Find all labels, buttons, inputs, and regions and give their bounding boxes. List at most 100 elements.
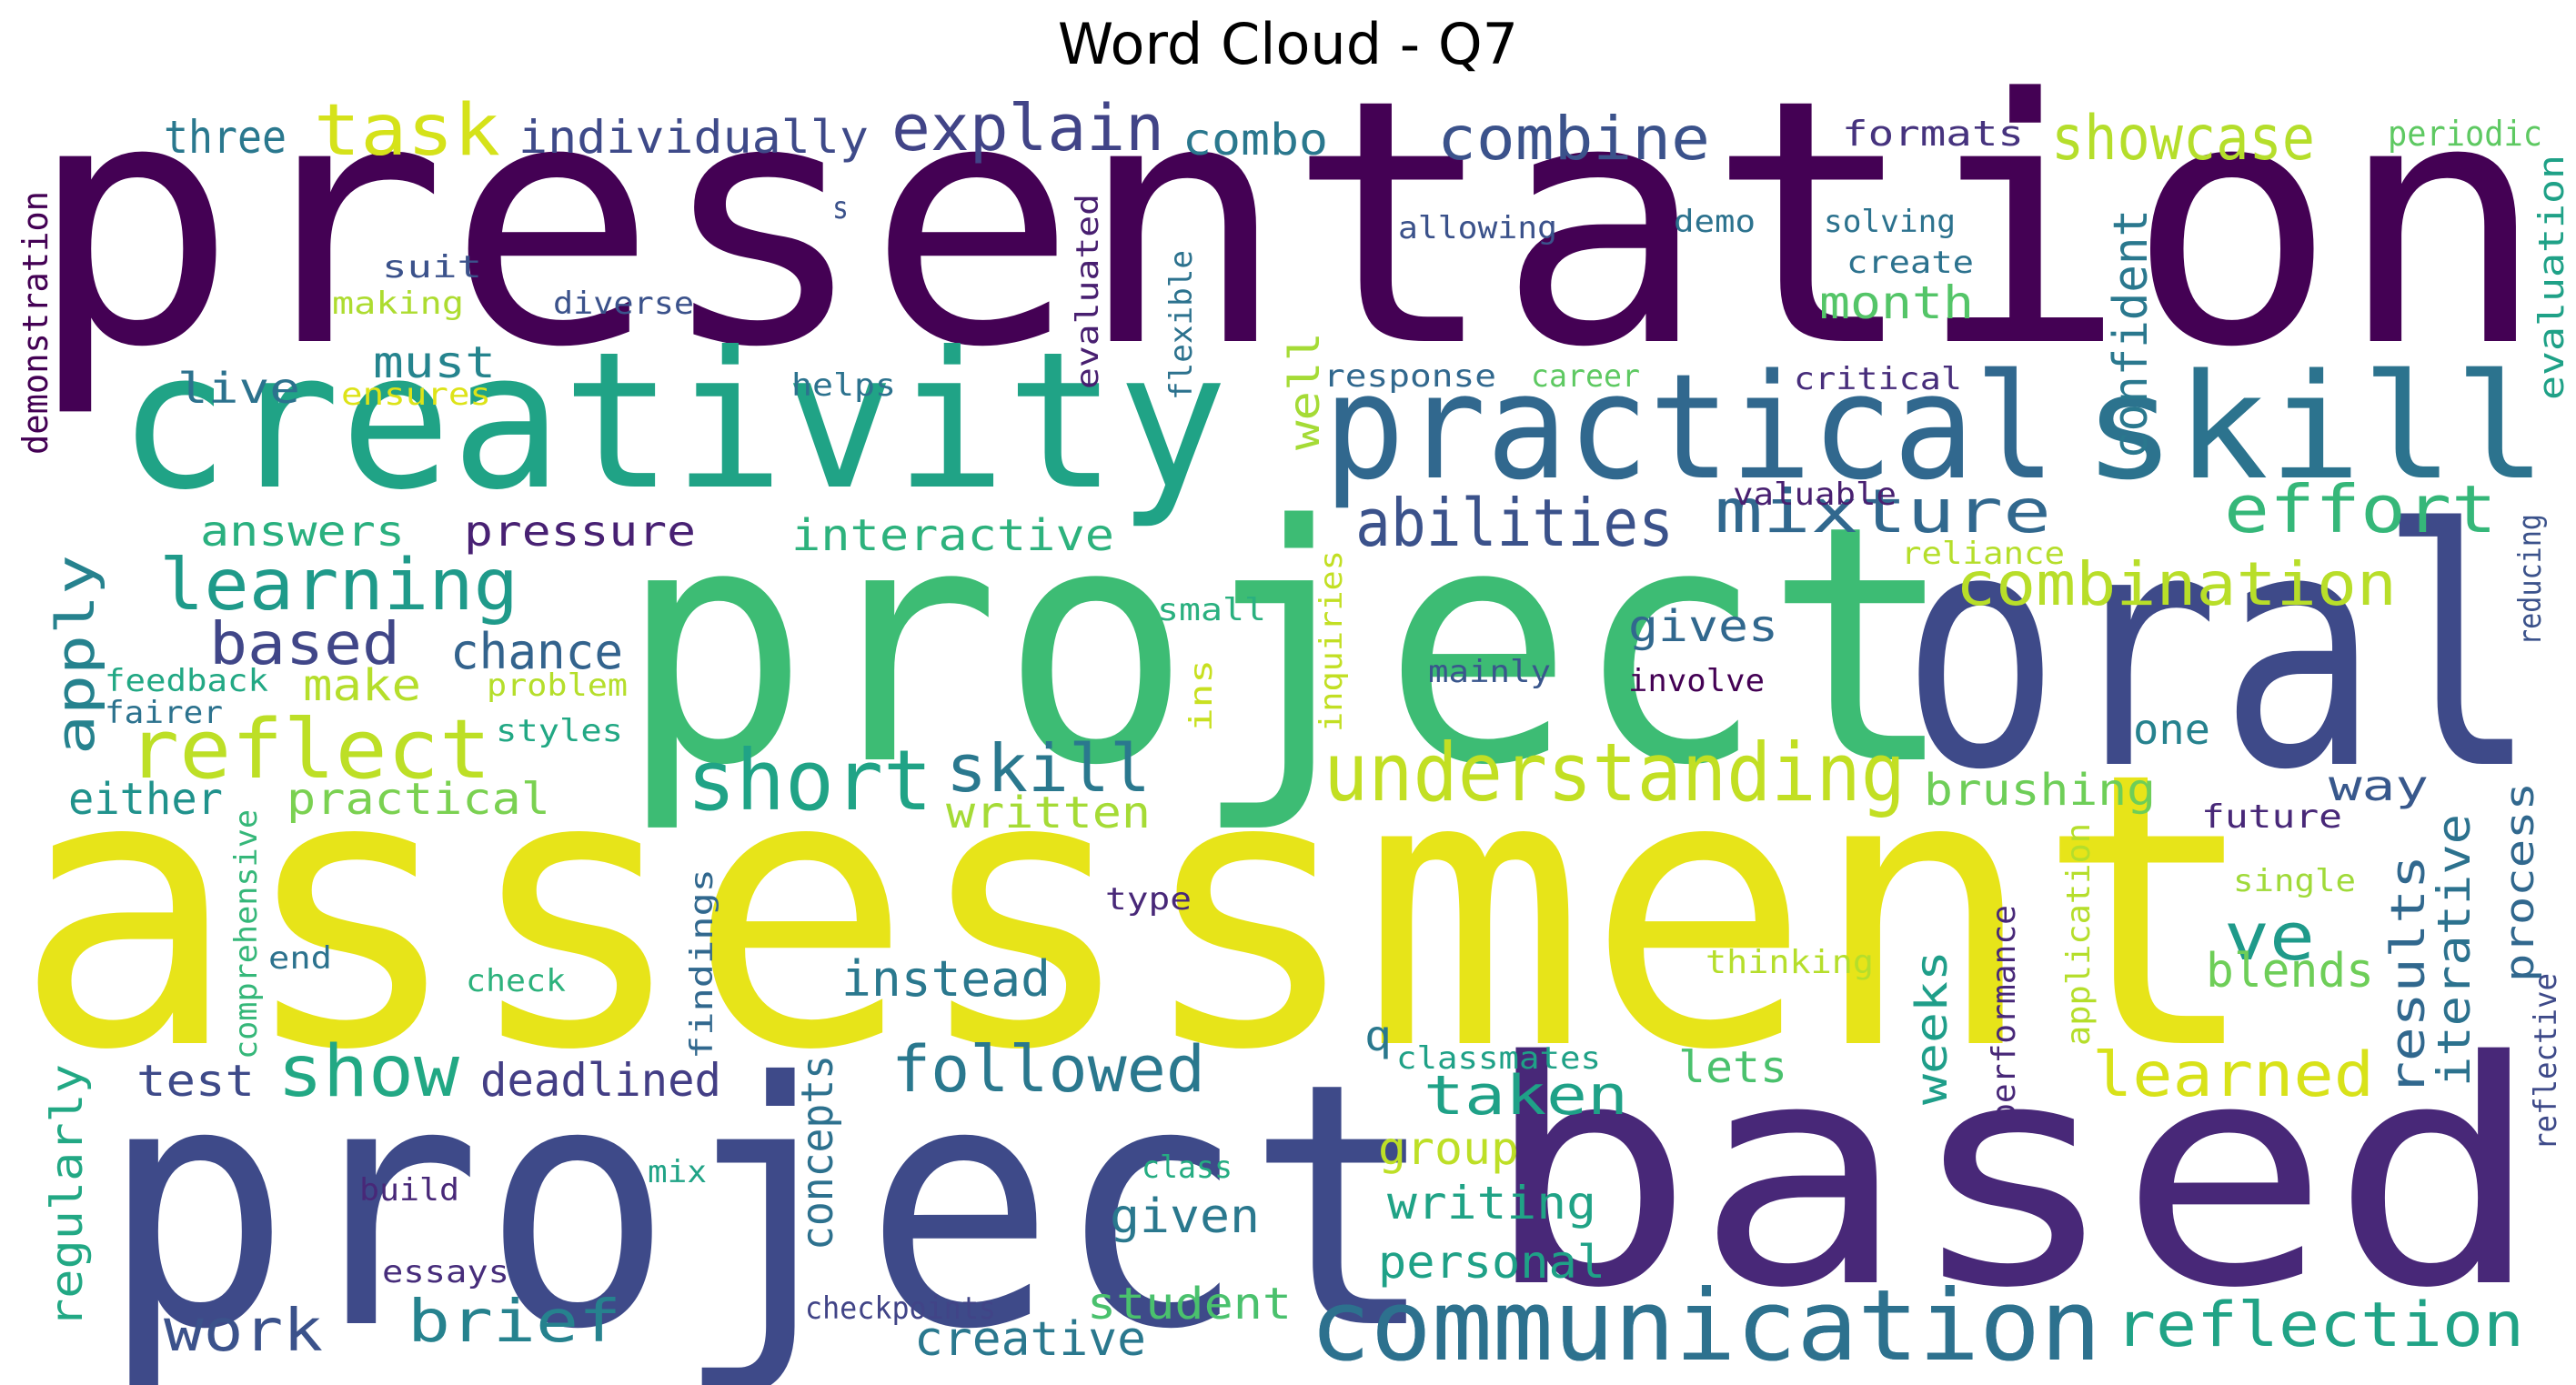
word-class: class <box>1142 1149 1233 1186</box>
word-mixture: mixture <box>1715 477 2051 547</box>
word-either: either <box>68 774 223 825</box>
word-solving: solving <box>1824 204 1956 240</box>
word-given: given <box>1110 1189 1260 1244</box>
word-three: three <box>164 111 287 164</box>
word-inquiries: inquiries <box>1313 550 1350 732</box>
word-combine: combine <box>1437 104 1710 174</box>
word-apply: apply <box>45 555 106 755</box>
word-chance: chance <box>450 623 623 680</box>
word-ve: ve <box>2224 898 2315 975</box>
word-understanding: understanding <box>1323 726 1906 819</box>
word-way: way <box>2329 761 2429 810</box>
word-practical: practical <box>287 774 550 825</box>
word-performance: performance <box>1986 905 2023 1123</box>
word-blends: blends <box>2206 944 2374 999</box>
word-written: written <box>946 788 1151 838</box>
word-ensures: ensures <box>341 376 491 413</box>
word-work: work <box>164 1298 323 1365</box>
word-type: type <box>1105 881 1192 918</box>
word-thinking: thinking <box>1706 944 1874 981</box>
word-assessment: assessment <box>14 693 2260 1133</box>
word-results: results <box>2381 855 2436 1096</box>
word-mix: mix <box>648 1154 707 1190</box>
word-feedback: feedback <box>105 663 268 699</box>
word-create: create <box>1846 245 1974 281</box>
word-combo: combo <box>1182 115 1328 166</box>
word-single: single <box>2233 863 2356 899</box>
word-confident: confident <box>2104 209 2158 459</box>
word-s: s <box>832 190 849 226</box>
word-brushing: brushing <box>1924 765 2156 816</box>
word-month: month <box>1819 276 1974 329</box>
word-based: based <box>209 611 400 678</box>
word-build: build <box>359 1172 459 1209</box>
word-presentation: presentation <box>27 27 2547 421</box>
word-communication: communication <box>1310 1270 2101 1383</box>
word-small: small <box>1157 592 1266 628</box>
word-reliance: reliance <box>1901 536 2065 572</box>
word-explain: explain <box>891 91 1164 166</box>
word-show: show <box>277 1031 459 1113</box>
word-evaluated: evaluated <box>1070 194 1106 389</box>
word-communication: communication <box>1310 1270 2101 1383</box>
word-making: making <box>332 286 464 322</box>
word-weeks: weeks <box>1907 950 1957 1105</box>
word-reflect: reflect <box>127 702 491 798</box>
word-skill: skill <box>2083 342 2547 512</box>
word-critical: critical <box>1794 361 1962 397</box>
word-abilities: abilities <box>1355 485 1674 561</box>
word-oral: oral <box>1901 460 2538 841</box>
word-valuable: valuable <box>1733 477 1897 513</box>
word-problem: problem <box>487 667 628 704</box>
word-process: process <box>2497 782 2543 982</box>
word-diverse: diverse <box>553 286 694 322</box>
word-deadlined: deadlined <box>480 1054 721 1107</box>
word-flexible: flexible <box>1163 250 1200 400</box>
word-personal: personal <box>1378 1236 1605 1289</box>
word-check: check <box>466 963 566 999</box>
word-regularly: regularly <box>42 1064 93 1328</box>
word-essays: essays <box>382 1254 509 1290</box>
word-mainly: mainly <box>1428 654 1551 690</box>
word-ins: ins <box>1183 659 1220 732</box>
word-showcase: showcase <box>2051 103 2315 175</box>
word-project: project <box>619 456 1956 837</box>
word-interactive: interactive <box>791 510 1114 561</box>
word-task: task <box>314 90 500 172</box>
word-instead: instead <box>841 950 1051 1008</box>
word-formats: formats <box>1842 114 2024 154</box>
word-end: end <box>268 940 332 977</box>
word-well: well <box>1280 332 1329 450</box>
word-brief: brief <box>408 1289 621 1356</box>
word-styles: styles <box>496 713 623 749</box>
word-group: group <box>1378 1122 1519 1175</box>
word-application: application <box>2060 823 2098 1046</box>
word-learning: learning <box>159 545 518 627</box>
word-fairer: fairer <box>105 695 223 731</box>
word-demo: demo <box>1674 204 1756 240</box>
word-taken: taken <box>1424 1064 1628 1128</box>
word-make: make <box>303 660 421 711</box>
word-lets: lets <box>1678 1042 1787 1093</box>
word-creativity: creativity <box>118 312 1228 532</box>
word-iterative: iterative <box>2428 814 2480 1087</box>
word-must: must <box>373 337 496 388</box>
word-findings: findings <box>684 868 720 1059</box>
word-reflective: reflective <box>2528 973 2564 1150</box>
word-reducing: reducing <box>2512 514 2549 646</box>
word-q: q <box>1364 1011 1392 1060</box>
word-pressure: pressure <box>464 507 696 556</box>
word-creative: creative <box>914 1312 1146 1367</box>
word-practical: practical <box>1323 342 2056 512</box>
word-suit: suit <box>382 249 482 286</box>
word-periodic: periodic <box>2388 114 2542 154</box>
word-demonstration: demonstration <box>15 191 55 455</box>
word-short: short <box>687 732 932 829</box>
word-gives: gives <box>1628 601 1778 652</box>
word-test: test <box>136 1056 255 1107</box>
word-answers: answers <box>200 507 405 556</box>
word-effort: effort <box>2224 471 2497 547</box>
word-learned: learned <box>2092 1039 2374 1111</box>
word-writing: writing <box>1387 1177 1596 1229</box>
